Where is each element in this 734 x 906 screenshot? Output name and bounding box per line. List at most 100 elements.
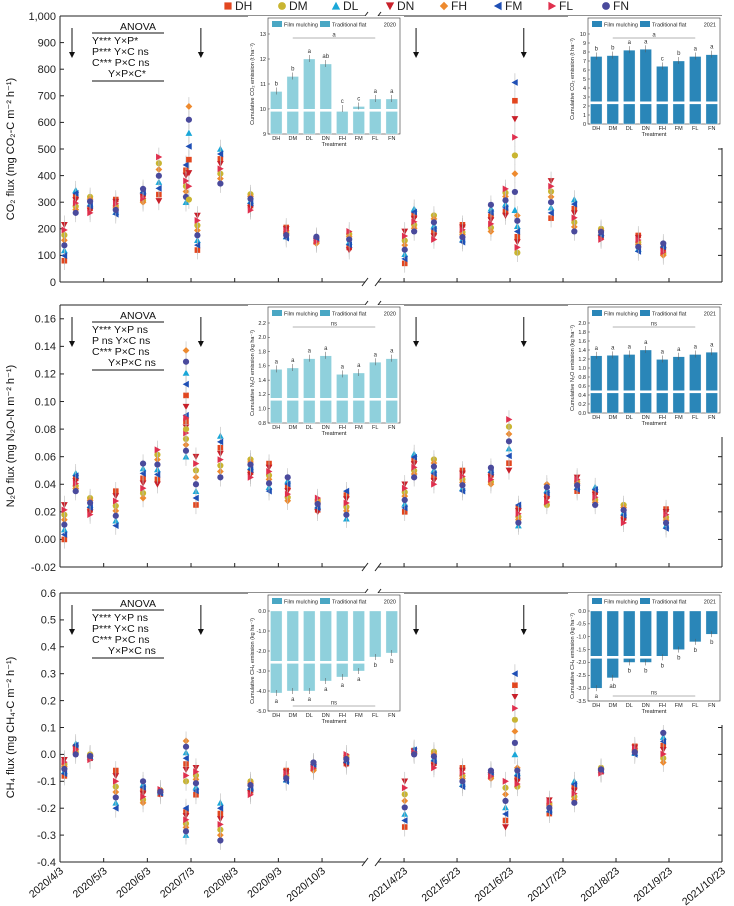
inset-x-tick-label: FM (675, 703, 683, 709)
x-tick-label-2021-4: 2021/8/23 (578, 865, 622, 904)
data-point-fh (182, 347, 190, 354)
legend-marker-dn (385, 2, 395, 11)
inset-x-tick-label: FH (659, 415, 666, 421)
data-cluster (156, 779, 164, 805)
data-cluster (487, 761, 495, 789)
data-cluster (543, 475, 551, 515)
inset-bar-dm (286, 610, 299, 692)
data-point-dh (512, 97, 518, 104)
inset-x-label: Treatment (322, 719, 347, 725)
inset-bar-break (285, 661, 300, 664)
inset-bar-break (351, 661, 366, 664)
inset-x-tick-label: FL (372, 713, 378, 719)
anova-line: Y×P×C ns (108, 645, 156, 657)
data-point-fl (72, 199, 80, 207)
inset-frame (267, 17, 401, 135)
inset-bar-break (638, 390, 653, 394)
data-point-dm (182, 426, 190, 433)
data-cluster (284, 468, 292, 510)
inset-y-tick-label: 10 (260, 107, 266, 113)
inset-x-tick-label: FL (692, 703, 698, 709)
y-tick-label: 400 (38, 170, 56, 182)
data-point-fn (154, 461, 161, 468)
inset-sig-letter: b (677, 656, 681, 662)
inset-x-tick-label: FM (355, 425, 363, 431)
inset-bar-break (704, 656, 719, 659)
data-point-fn (182, 828, 190, 835)
data-point-fl (512, 133, 519, 141)
data-point-fn (487, 767, 495, 774)
inset-y-tick-label: -3.5 (577, 699, 586, 705)
fertilization-arrowhead (520, 52, 527, 58)
inset-bar-break (269, 661, 284, 664)
inset-sig-letter: a (357, 677, 361, 683)
inset-y-tick-label: -3.0 (257, 669, 266, 675)
axis-break-mark (361, 857, 369, 867)
data-point-fn (505, 438, 513, 445)
data-point-fl (140, 793, 147, 801)
inset-n2o-2020: Film mulching Traditional flat 2020 0.8 1.0 1… (248, 305, 404, 447)
inset-frame (587, 17, 721, 125)
data-point-fn (217, 837, 224, 844)
axis-break-mark (361, 277, 369, 287)
inset-y-tick-label: 1.0 (258, 407, 266, 413)
data-point-dn (511, 116, 519, 123)
anova-line: C*** P×C ns (92, 346, 149, 358)
y-tick-label: 0.1 (41, 722, 56, 734)
inset-sig-letter: a (644, 340, 648, 346)
inset-x-tick-label: FL (372, 136, 378, 142)
inset-sig-letter: b (390, 659, 394, 665)
inset-x-tick-label: DH (592, 415, 600, 421)
inset-ch4-2020: Film mulching Traditional flat 2020 -5.0 -4.… (248, 593, 404, 735)
legend-marker-fm (493, 1, 502, 11)
data-point-fh (511, 727, 519, 735)
inset-legend-swatch (320, 21, 330, 27)
inset-bar-break (704, 101, 719, 105)
data-point-fn (662, 519, 670, 526)
data-cluster (216, 793, 224, 850)
inset-x-tick-label: DN (322, 136, 330, 142)
data-cluster (545, 790, 553, 823)
data-point-fm (547, 209, 554, 217)
inset-bar-fn (705, 610, 718, 635)
data-cluster (282, 218, 290, 248)
inset-bar-break (285, 398, 300, 401)
data-point-fl (431, 480, 438, 488)
inset-legend-swatch (320, 598, 330, 604)
inset-bar-dl (303, 358, 316, 424)
inset-sig-letter: a (341, 683, 345, 689)
inset-bar-break (302, 398, 317, 401)
legend: DH DM DL DN FH FM FL FN (224, 0, 629, 13)
inset-co2-2020: Film mulching Traditional flat 2020 9 10 11 12… (248, 16, 404, 158)
inset-y-tick-label: 8 (583, 50, 586, 56)
data-point-fm (216, 438, 224, 446)
inset-bar-break (269, 109, 284, 112)
data-point-fl (411, 463, 418, 471)
inset-group-sig: a (332, 33, 336, 39)
inset-sig-letter: a (291, 358, 295, 364)
inset-x-tick-label: FH (339, 425, 346, 431)
data-point-fl (217, 165, 224, 173)
inset-frame (267, 594, 401, 712)
data-cluster (487, 458, 495, 494)
data-point-fm (112, 522, 119, 530)
inset-sig-letter: a (694, 47, 698, 53)
inset-bar-break (335, 398, 350, 401)
y-tick-label: 0.5 (41, 615, 56, 627)
data-point-dl (511, 751, 519, 758)
inset-bar-break (318, 109, 333, 112)
data-point-fn (314, 500, 321, 508)
inset-sig-letter: a (710, 45, 714, 51)
inset-y-tick-label: 0.0 (258, 609, 266, 615)
data-point-fn (514, 217, 521, 224)
data-point-fn (411, 228, 418, 235)
inset-bar-fn (705, 352, 718, 414)
inset-y-tick-label: 2.2 (258, 321, 266, 327)
data-point-fn (310, 759, 317, 766)
inset-year: 2020 (384, 600, 396, 606)
data-cluster (112, 761, 120, 818)
anova-line: Y*** Y×P* (92, 35, 138, 47)
inset-y-tick-label: 2.0 (578, 321, 586, 327)
y-axis-label: N₂O flux (mg N₂O-N m⁻² h⁻¹) (5, 365, 17, 507)
inset-bar-dh (270, 91, 283, 135)
